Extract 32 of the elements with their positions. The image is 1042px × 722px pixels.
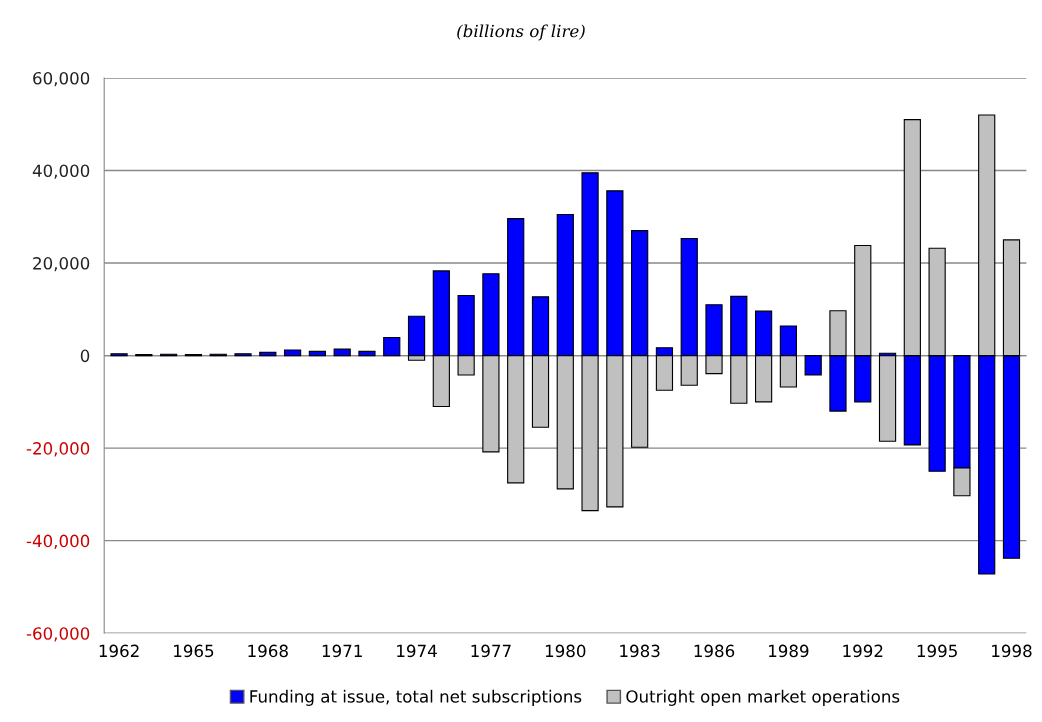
bar [358,350,376,357]
bar [383,336,401,357]
x-tick-label: 1998 [992,644,1032,658]
x-tick-label: 1980 [545,644,586,658]
x-tick-label: 1995 [917,644,957,658]
bar [308,350,327,357]
x-tick-label: 1974 [397,644,437,658]
y-tick-label: -60,000 [26,627,90,642]
y-tick-label: 60,000 [33,71,90,87]
bar [804,355,822,376]
chart-title: (billions of lire) [457,24,585,41]
legend-label: Outright open market operations [626,689,900,706]
x-tick-label: 1968 [248,644,288,658]
x-tick-label: 1992 [843,644,883,658]
x-tick-label: 1965 [174,644,214,658]
y-tick-label: 20,000 [33,257,90,272]
bar [407,315,426,357]
x-tick-label: 1983 [620,644,660,658]
x-tick-label: 1989 [769,644,809,658]
x-tick-label: 1962 [99,644,139,658]
legend-label: Funding at issue, total net subscriptions [250,689,582,706]
x-tick-label: 1986 [694,644,735,658]
y-tick-label: -20,000 [26,442,90,457]
y-tick-label: 0 [80,349,90,363]
x-tick-label: 1971 [322,644,362,658]
bar [283,349,302,357]
y-tick-label: -40,000 [26,534,90,549]
bar [878,355,897,442]
bar [259,351,277,357]
bar [333,348,351,357]
x-tick-label: 1977 [471,644,511,658]
y-tick-label: 40,000 [32,164,90,179]
